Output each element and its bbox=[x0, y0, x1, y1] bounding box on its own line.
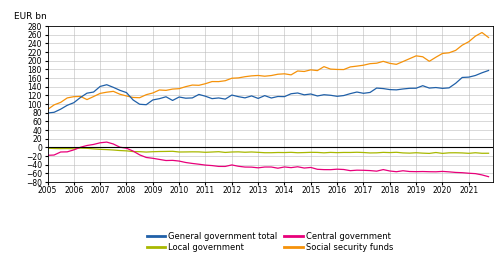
Legend: General government total, Local government, Central government, Social security : General government total, Local governme… bbox=[144, 228, 396, 256]
Text: EUR bn: EUR bn bbox=[14, 12, 47, 21]
